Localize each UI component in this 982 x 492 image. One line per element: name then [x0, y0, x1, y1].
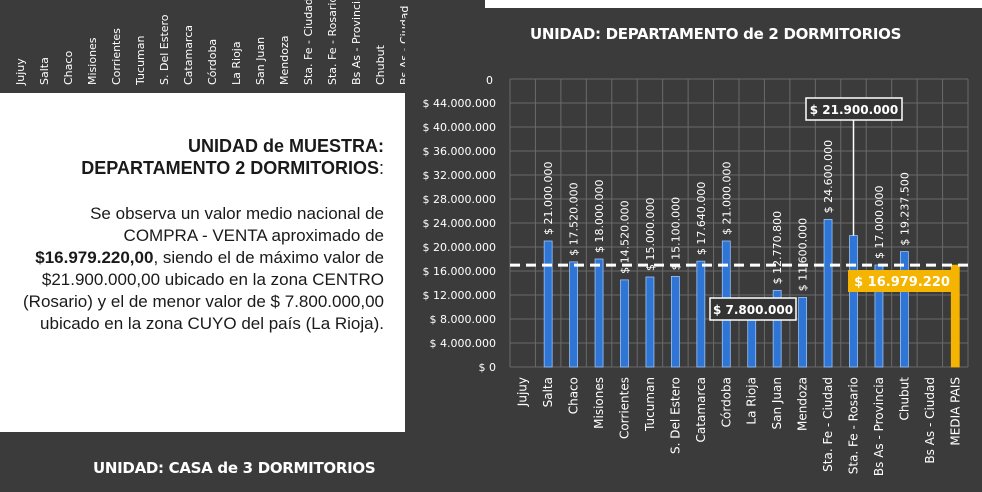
bar [823, 218, 833, 368]
next-chart-panel: UNIDAD: CASA de 3 DORMITORIOS [0, 432, 522, 492]
next-chart-title: UNIDAD: CASA de 3 DORMITORIOS [93, 459, 376, 477]
category-label: Chaco [567, 377, 581, 414]
chart-panel [405, 8, 982, 492]
data-label: $ 15.000.000 [644, 198, 657, 271]
bar [620, 279, 629, 368]
min-callout-label: $ 7.800.000 [713, 303, 793, 317]
y-tick-label: $ 20.000.000 [423, 241, 496, 254]
data-label: $ 12.770.800 [771, 211, 784, 284]
y-tick-label: $ 28.000.000 [423, 193, 496, 206]
category-label: S. Del Estero [668, 377, 682, 454]
bar [569, 261, 579, 368]
category-label: Salta [541, 377, 555, 407]
category-label: Jujuy [516, 377, 530, 407]
paragraph-part-1: Se observa un valor medio nacional de CO… [90, 204, 384, 245]
data-label: $ 17.000.000 [873, 186, 886, 259]
min-callout-box [709, 297, 797, 321]
heading-colon: : [378, 158, 384, 178]
bar [543, 240, 553, 368]
category-label: Mendoza [796, 377, 810, 431]
bar [670, 275, 680, 368]
bar [645, 276, 655, 368]
data-label: $ 14.520.000 [619, 200, 632, 273]
y-tick-label: $ 44.000.000 [423, 97, 496, 110]
y-tick-label: $ 24.000.000 [423, 217, 496, 230]
mean-value-bold: $16.979.220,00 [35, 248, 154, 267]
category-label: La Rioja [745, 377, 759, 425]
y-tick-label: $ 32.000.000 [423, 169, 496, 182]
max-callout-box [805, 97, 903, 121]
description-paragraph: Se observa un valor medio nacional de CO… [14, 203, 384, 335]
category-label: Bs As - Provincia [872, 377, 886, 476]
data-label: $ 15.100.000 [669, 197, 682, 270]
y-tick-label: $ 0 [479, 361, 497, 374]
data-label: $ 21.000.000 [720, 162, 733, 235]
category-label: San Juan [770, 377, 784, 430]
data-label: $ 19.237.500 [898, 172, 911, 245]
top-chart-strip: Jujuy Salta Chaco Misiones Corrientes Tucuman… [0, 0, 485, 93]
heading-line-2: DEPARTAMENTO 2 DORMITORIOS [81, 158, 379, 178]
data-label: $ 21.000.000 [542, 162, 555, 235]
y-tick-label: $ 16.000.000 [423, 265, 496, 278]
data-label: $ 11.600.000 [797, 218, 810, 291]
data-label: $ 17.640.000 [695, 182, 708, 255]
chart-title: UNIDAD: DEPARTAMENTO de 2 DORMITORIOS [530, 25, 902, 43]
y-tick-label-truncated: 0 [486, 74, 493, 87]
mean-callout-label: $ 16.979.220 [854, 275, 950, 290]
category-label: Tucuman [643, 377, 657, 432]
description-heading: UNIDAD de MUESTRA: DEPARTAMENTO 2 DORMIT… [81, 135, 384, 179]
y-tick-label: $ 8.000.000 [430, 313, 496, 326]
data-label: $ 24.600.000 [822, 140, 835, 213]
y-tick-label: $ 4.000.000 [430, 337, 496, 350]
bar [899, 251, 909, 368]
data-label: $ 17.520.000 [568, 182, 581, 255]
category-label: Sta. Fe - Ciudad [821, 377, 835, 472]
y-tick-label: $ 40.000.000 [423, 121, 496, 134]
category-label: MEDIA PAIS [948, 377, 962, 446]
heading-line-1: UNIDAD de MUESTRA: [188, 136, 384, 156]
bar [849, 235, 858, 368]
y-tick-label: $ 12.000.000 [423, 289, 496, 302]
y-tick-label: $ 36.000.000 [423, 145, 496, 158]
paragraph-part-2: , siendo el de máximo valor de $21.900.0… [23, 248, 384, 333]
bar [594, 258, 604, 368]
category-label: Chubut [897, 377, 911, 421]
category-label: Corrientes [618, 377, 632, 439]
category-label: Misiones [592, 377, 606, 429]
max-callout-label: $ 21.900.000 [810, 103, 898, 117]
description-panel: UNIDAD de MUESTRA: DEPARTAMENTO 2 DORMIT… [0, 93, 400, 428]
mean-callout-box [848, 270, 956, 292]
category-label: Bs As - Ciudad [923, 377, 937, 464]
category-label: Catamarca [694, 377, 708, 442]
mean-bar [950, 264, 960, 368]
category-label: Sta. Fe - Rosario [847, 377, 861, 474]
category-label: Córdoba [719, 377, 733, 427]
bar [772, 289, 782, 368]
bar [747, 319, 757, 368]
bar [696, 260, 706, 368]
data-label: $ 18.000.000 [593, 180, 606, 253]
bar [798, 296, 808, 368]
